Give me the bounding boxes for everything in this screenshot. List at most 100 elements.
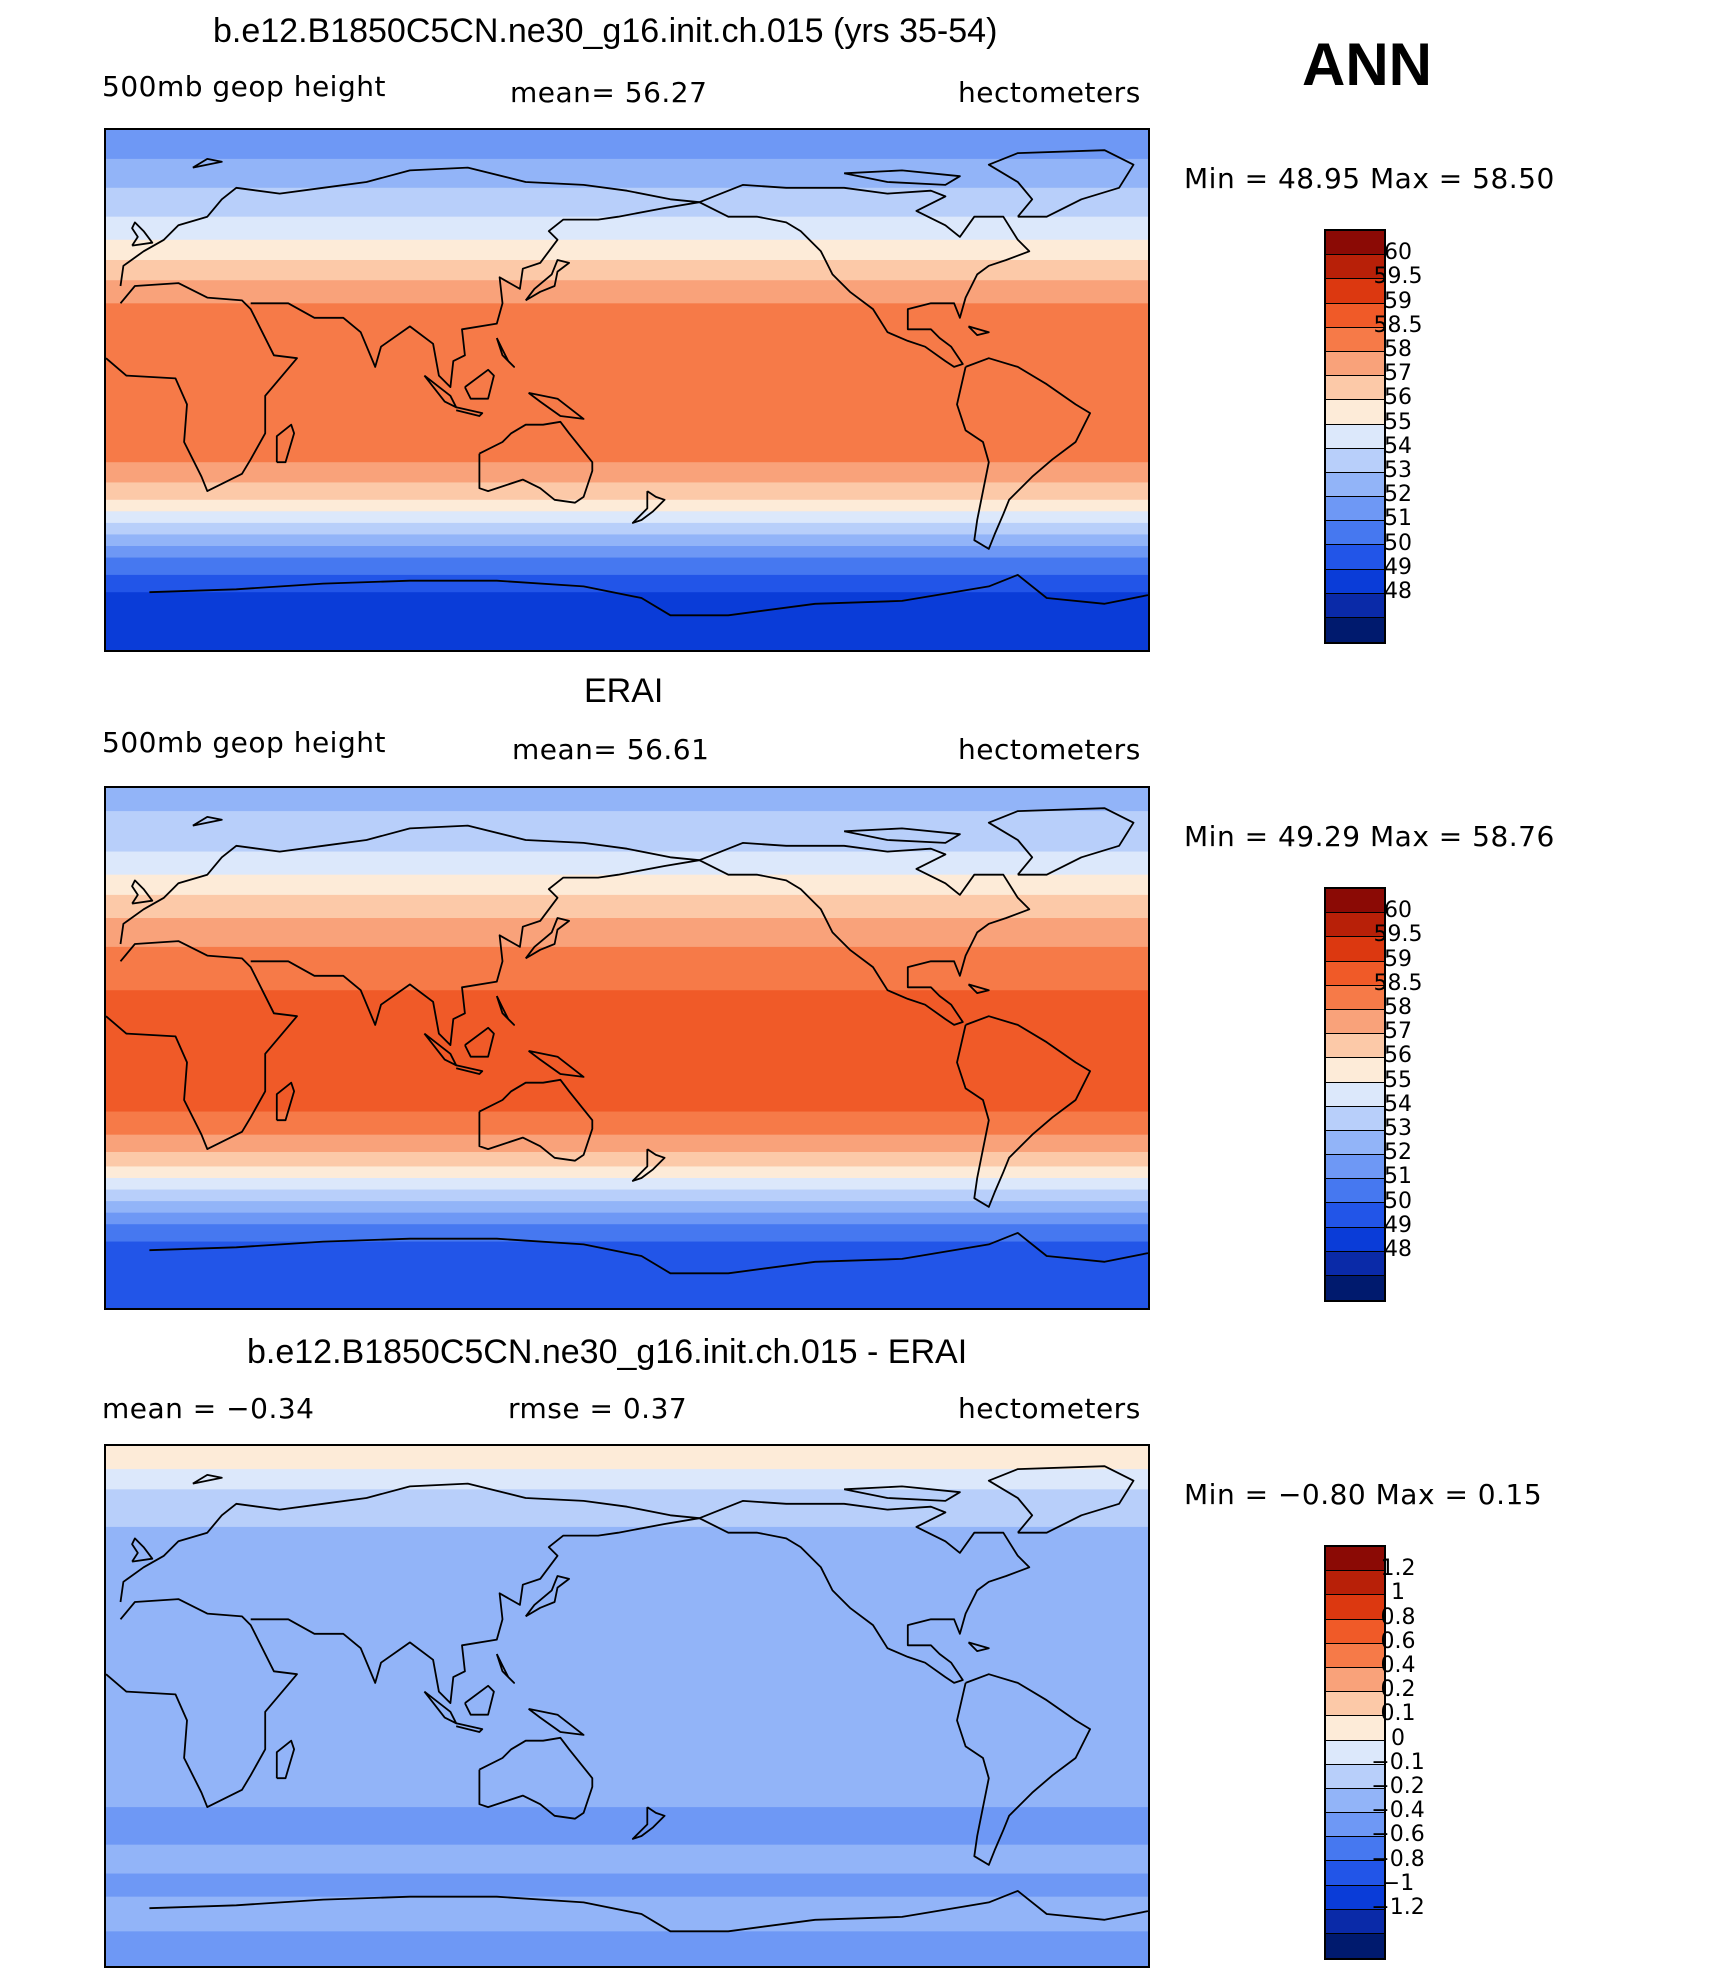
coastline [987,1465,1135,1534]
coastline [478,420,594,504]
coastline [987,807,1135,876]
contour-band [106,1873,1148,1898]
contour-band [106,216,1148,241]
colorbar-swatch [1326,1716,1384,1741]
colorbar-tick-label: −0.8 [1371,1846,1425,1872]
colorbar-tick-label: 52 [1384,1140,1412,1166]
contour-band [106,280,1148,305]
panel3-colorbar [1324,1545,1386,1961]
colorbar-swatch [1326,1082,1384,1107]
coastline [956,1015,1091,1208]
colorbar-tick-label: 53 [1384,1116,1412,1141]
colorbar-swatch [1326,1934,1384,1959]
coastline [131,1537,154,1563]
contour-band [106,574,1148,594]
colorbar-swatch [1326,521,1384,546]
panel1-title: b.e12.B1850C5CN.ne30_g16.init.ch.015 (yr… [213,12,998,50]
coastline [149,574,1148,617]
colorbar-swatch [1326,303,1384,328]
panel1-minmax: Min = 48.95 Max = 58.50 [1184,162,1555,195]
colorbar-swatch [1326,593,1384,618]
colorbar-swatch [1326,1179,1384,1204]
coastline [631,1806,666,1840]
contour-band [106,187,1148,218]
colorbar-swatch [1326,569,1384,594]
colorbar-tick-label: 0.8 [1380,1604,1416,1630]
colorbar-tick-label: 57 [1384,1019,1412,1045]
colorbar-swatch [1326,400,1384,425]
coastline [275,1081,295,1122]
colorbar-swatch [1326,1909,1384,1934]
colorbar-tick-label: 51 [1384,506,1412,532]
colorbar-tick-label: 49 [1384,554,1412,580]
colorbar-swatch [1326,472,1384,498]
colorbar-swatch [1326,279,1384,304]
colorbar-swatch [1326,1571,1384,1596]
colorbar-swatch [1326,1813,1384,1838]
panel2-minmax: Min = 49.29 Max = 58.76 [1184,820,1555,853]
colorbar-tick-label: 59.5 [1373,264,1423,290]
colorbar-tick-label: 58 [1384,337,1412,362]
coastline [528,392,585,420]
coastline [843,1485,961,1502]
colorbar-tick-label: 48 [1384,1237,1412,1262]
panel1-variable-label: 500mb geop height [102,70,386,103]
coastline [524,1575,570,1618]
colorbar-tick-label: 54 [1384,1091,1412,1117]
colorbar-tick-label: 53 [1384,458,1412,483]
coastline [250,201,700,388]
contour-band [106,851,1148,876]
contour-band [106,1446,1148,1471]
colorbar-tick-label: 52 [1384,482,1412,508]
contour-band [106,499,1148,513]
contour-band [106,557,1148,576]
colorbar-tick-label: −1 [1381,1870,1415,1896]
panel1-mean-label: mean= 56.27 [510,76,708,109]
coastline [956,357,1091,550]
colorbar-swatch [1326,985,1384,1010]
colorbar-swatch [1326,1643,1384,1668]
contour-band [106,260,1148,282]
contour-band [106,894,1148,919]
colorbar-tick-label: 0.4 [1380,1653,1416,1678]
colorbar-swatch [1326,913,1384,938]
colorbar-tick-label: −0.2 [1371,1774,1425,1799]
colorbar-swatch [1326,1861,1384,1886]
colorbar-tick-label: 58 [1384,995,1412,1020]
coastline [843,827,961,844]
contour-band [106,1189,1148,1203]
contour-band [106,522,1148,536]
contour-band [106,990,1148,1113]
contour-band [106,130,1148,160]
colorbar-tick-label: 48 [1384,579,1412,604]
contour-band [106,1224,1148,1243]
coastline [119,1482,700,1603]
colorbar-tick-label: 55 [1384,1067,1412,1093]
colorbar-swatch [1326,1788,1384,1814]
colorbar-swatch [1326,618,1384,643]
colorbar-swatch [1326,327,1384,352]
coastline [956,1673,1091,1866]
colorbar-tick-label: 59 [1384,288,1412,314]
colorbar-swatch [1326,937,1384,962]
colorbar-tick-label: 56 [1384,1043,1412,1069]
contour-band [106,158,1148,189]
contour-band [106,1931,1148,1966]
contour-band [106,946,1148,992]
coastline [967,325,990,336]
coastline [631,490,666,524]
colorbar-swatch [1326,1034,1384,1059]
colorbar-tick-label: −0.1 [1371,1749,1425,1775]
contour-band [106,1201,1148,1214]
coastline [149,1232,1148,1275]
colorbar-tick-label: 56 [1384,385,1412,411]
coastline [524,259,570,302]
coastline [528,1708,585,1736]
colorbar-tick-label: 57 [1384,361,1412,387]
colorbar-swatch [1326,1692,1384,1717]
colorbar-tick-label: 59.5 [1373,922,1423,948]
panel2-title: ERAI [584,672,664,710]
colorbar-tick-label: 59 [1384,946,1412,972]
contour-band [106,918,1148,948]
coastline [455,406,484,417]
